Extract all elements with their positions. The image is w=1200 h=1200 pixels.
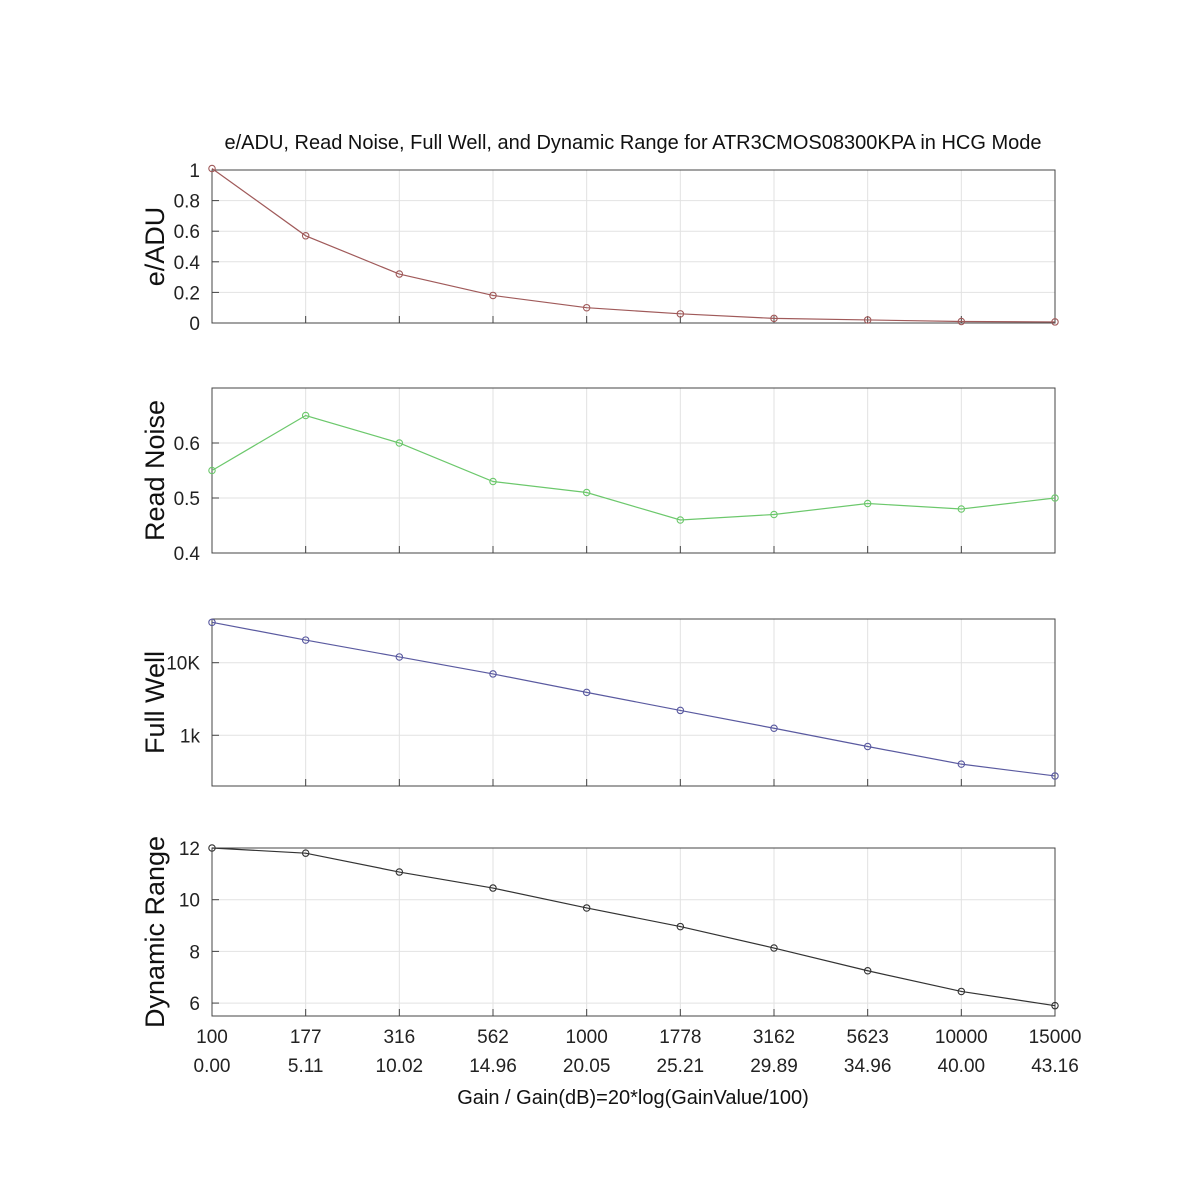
data-point <box>676 706 685 715</box>
axes-box <box>211 169 1056 324</box>
data-point <box>489 291 497 300</box>
y-tick-label: 0.5 <box>174 489 200 510</box>
data-point <box>1051 1001 1059 1010</box>
x-tick-label-gain: 316 <box>383 1027 415 1048</box>
data-point <box>863 316 872 324</box>
data-point <box>676 516 685 524</box>
x-axis-label: Gain / Gain(dB)=20*log(GainValue/100) <box>457 1087 809 1109</box>
y-axis-title: Full Well <box>140 651 170 754</box>
data-point <box>770 724 778 732</box>
y-axis-title: Read Noise <box>140 400 170 541</box>
y-tick-label: 1 <box>189 161 200 182</box>
x-tick-label-gain: 177 <box>290 1027 322 1048</box>
data-point <box>957 760 966 768</box>
x-tick-label-db: 29.89 <box>750 1056 798 1077</box>
data-point <box>676 922 685 931</box>
y-tick-label: 10K <box>166 654 200 675</box>
data-point <box>1051 318 1059 326</box>
data-point <box>208 466 216 475</box>
data-point <box>863 742 872 751</box>
data-point <box>489 670 497 678</box>
data-point <box>582 688 591 697</box>
y-tick-label: 0.6 <box>174 434 200 455</box>
data-point <box>301 849 310 857</box>
y-tick-label: 0.2 <box>174 283 200 304</box>
x-tick-label-db: 5.11 <box>288 1056 324 1077</box>
x-tick-label-gain: 1778 <box>659 1027 701 1048</box>
chart-title: e/ADU, Read Noise, Full Well, and Dynami… <box>224 132 1041 154</box>
data-point <box>301 232 310 240</box>
y-tick-label: 8 <box>189 942 200 963</box>
data-point <box>395 439 404 447</box>
data-point <box>489 884 497 892</box>
data-point <box>582 488 591 497</box>
x-tick-label-db: 25.21 <box>657 1056 705 1077</box>
y-tick-label: 0.6 <box>174 222 200 243</box>
y-tick-label: 0.8 <box>174 192 200 213</box>
y-axis-title: Dynamic Range <box>140 836 170 1028</box>
y-tick-label: 1k <box>180 726 201 747</box>
y-tick-label: 10 <box>179 891 200 912</box>
data-point <box>676 310 685 318</box>
y-tick-label: 0.4 <box>174 544 201 565</box>
axes-box <box>211 847 1056 1017</box>
series-line <box>211 167 1056 323</box>
data-point <box>395 270 404 278</box>
x-tick-label-gain: 562 <box>477 1027 509 1048</box>
data-point <box>770 314 778 323</box>
x-tick-label-gain: 15000 <box>1029 1027 1082 1048</box>
data-point <box>957 505 966 513</box>
x-tick-label-gain: 100 <box>196 1027 228 1048</box>
data-point <box>395 653 404 661</box>
x-tick-label-db: 14.96 <box>469 1056 517 1077</box>
axes-box <box>211 387 1056 554</box>
y-tick-label: 12 <box>179 839 200 860</box>
data-point <box>1051 494 1059 502</box>
data-point <box>395 868 404 876</box>
data-point <box>301 411 310 420</box>
data-point <box>770 944 778 952</box>
x-tick-label-gain: 10000 <box>935 1027 988 1048</box>
data-point <box>208 618 216 627</box>
y-tick-label: 6 <box>189 994 200 1015</box>
x-tick-label-db: 0.00 <box>194 1056 231 1077</box>
data-point <box>489 477 497 486</box>
x-tick-label-gain: 5623 <box>847 1027 889 1048</box>
series-line <box>211 847 1056 1007</box>
panel-4: 6 8 10 12 Dynamic Range <box>140 836 1059 1028</box>
data-point <box>770 510 778 519</box>
axes-box <box>211 618 1056 787</box>
data-point <box>208 164 216 173</box>
y-tick-label: 0 <box>189 314 200 335</box>
y-tick-label: 0.4 <box>174 253 201 274</box>
y-axis-title: e/ADU <box>140 207 170 287</box>
series-line <box>211 621 1056 777</box>
x-tick-label-db: 34.96 <box>844 1056 892 1077</box>
panel-1: 0 0.2 0.4 0.6 0.8 1 e/ADU <box>140 161 1059 335</box>
data-point <box>957 987 966 996</box>
x-tick-label-gain: 1000 <box>566 1027 608 1048</box>
x-tick-label-db: 40.00 <box>938 1056 986 1077</box>
data-point <box>582 904 591 912</box>
x-tick-label-db: 10.02 <box>376 1056 424 1077</box>
data-point <box>863 967 872 975</box>
data-point <box>1051 772 1059 780</box>
data-point <box>301 636 310 644</box>
x-tick-label-gain: 3162 <box>753 1027 795 1048</box>
x-tick-label-db: 43.16 <box>1031 1056 1079 1077</box>
x-tick-labels: 100 0.00 177 5.11 316 10.02 562 14.96 1000 20.05 1… <box>194 1027 1082 1077</box>
data-point <box>957 317 966 326</box>
series-line <box>211 414 1056 521</box>
data-point <box>208 844 216 852</box>
x-tick-label-db: 20.05 <box>563 1056 611 1077</box>
data-point <box>863 499 872 508</box>
data-point <box>582 303 591 312</box>
